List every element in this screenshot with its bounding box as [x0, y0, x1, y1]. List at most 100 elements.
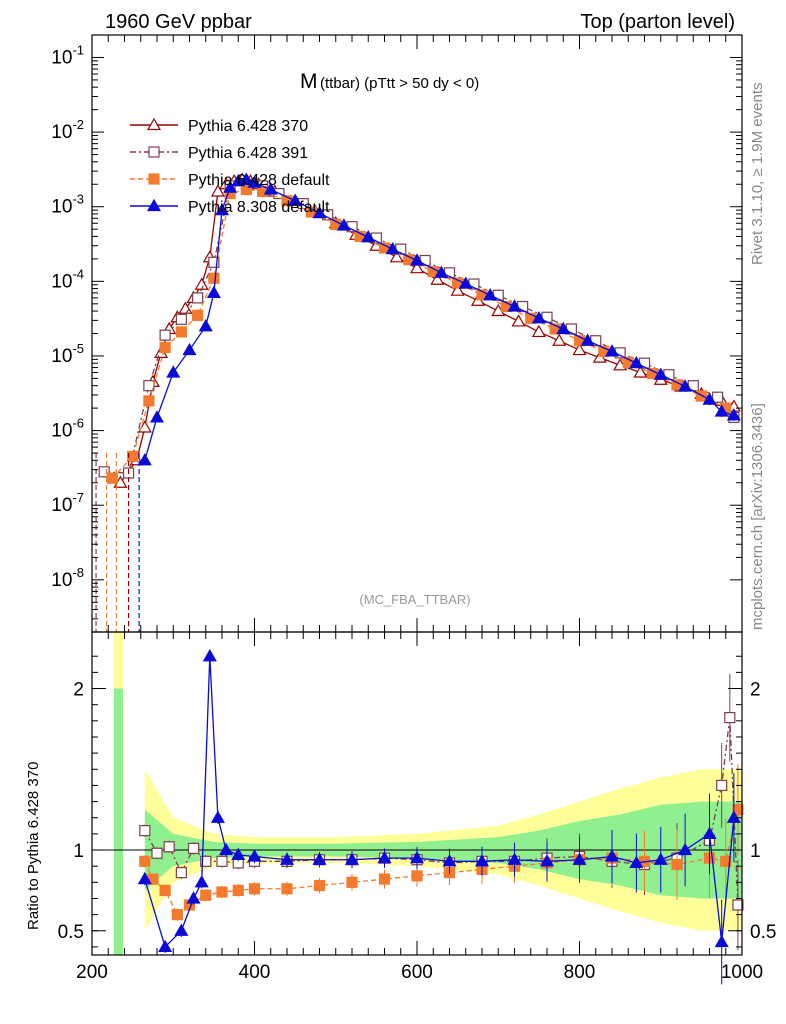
main-point: [288, 193, 303, 206]
main-point: [458, 276, 473, 289]
rivet-label: Rivet 3.1.10, ≥ 1.9M events: [749, 83, 766, 266]
ratio-point: [281, 883, 293, 895]
main-y-tick-exponent: -2: [72, 117, 84, 132]
ratio-point: [159, 884, 171, 897]
ratio-y-tick-label: 2: [73, 680, 84, 701]
main-point: [712, 391, 724, 403]
main-point: [166, 365, 181, 378]
main-y-tick-exponent: -1: [72, 42, 84, 57]
main-y-tick-exponent: -8: [72, 565, 84, 580]
main-point: [653, 367, 668, 380]
legend-marker: [146, 198, 162, 212]
main-point: [389, 250, 404, 263]
ratio-point: [151, 847, 163, 859]
main-point: [263, 182, 278, 195]
main-y-tick-label: 10-4: [51, 266, 84, 292]
main-point: [106, 472, 118, 484]
x-tick-label: 800: [564, 962, 596, 983]
legend-marker: [148, 173, 160, 185]
legend-label: Pythia 8.308 default: [188, 199, 330, 216]
ratio-point: [163, 841, 175, 853]
main-point: [604, 344, 620, 357]
ratio-point: [732, 899, 744, 911]
main-point: [159, 341, 171, 354]
ratio-y-tick-label-right: 0.5: [750, 922, 776, 943]
ratio-y-label: Ratio to Pythia 6.428 370: [25, 762, 42, 930]
main-series-3: [106, 183, 732, 484]
main-point: [208, 256, 220, 268]
main-point: [726, 408, 741, 421]
main-point: [149, 410, 165, 423]
main-point: [409, 253, 425, 266]
x-tick-label: 600: [401, 962, 433, 983]
header-right: Top (parton level): [580, 11, 735, 33]
ratio-point: [210, 810, 225, 823]
ratio-series-3: [137, 649, 741, 985]
ratio-point: [174, 923, 189, 936]
main-series-line: [144, 179, 735, 461]
ratio-point: [313, 879, 326, 892]
main-point: [531, 324, 546, 338]
main-point: [511, 314, 526, 327]
ratio-point: [653, 852, 668, 865]
main-series-4: [137, 172, 741, 466]
ratio-point: [732, 804, 744, 816]
plot-title-sub: (ttbar) (pTtt > 50 dy < 0): [320, 75, 479, 92]
main-y-tick-label: 10-3: [51, 192, 84, 218]
main-point: [192, 292, 204, 304]
main-point: [312, 205, 327, 219]
ratio-y-tick-label: 1: [73, 841, 84, 862]
main-series-line: [111, 188, 727, 479]
legend-marker: [146, 117, 162, 131]
main-point: [552, 333, 567, 346]
main-point: [239, 172, 254, 185]
ratio-point: [714, 934, 729, 948]
ratio-point: [186, 891, 201, 904]
ratio-point: [279, 852, 295, 865]
ratio-point: [572, 852, 587, 865]
main-point: [198, 319, 213, 332]
main-y-tick-exponent: -5: [72, 341, 84, 356]
ratio-y-tick-label-right: 2: [750, 680, 761, 701]
ratio-point: [604, 849, 620, 862]
main-y-tick-label: 10-2: [51, 117, 84, 143]
main-point: [572, 342, 587, 356]
legend-label: Pythia 6.428 370: [188, 118, 308, 135]
main-point: [137, 453, 152, 466]
main-point: [98, 466, 110, 478]
main-series-line: [104, 183, 735, 474]
ratio-point: [187, 842, 200, 855]
main-point: [175, 313, 187, 325]
main-point: [507, 299, 522, 312]
main-point: [531, 311, 546, 324]
main-point: [702, 392, 717, 405]
ratio-y-tick-label: 0.5: [58, 922, 84, 943]
main-point: [434, 265, 449, 278]
main-point: [223, 180, 238, 193]
main-point: [361, 230, 376, 243]
ratio-point: [232, 884, 244, 897]
ratio-point: [377, 850, 392, 864]
ratio-point: [194, 875, 209, 888]
analysis-label: (MC_FBA_TTBAR): [359, 592, 470, 607]
ratio-point: [409, 850, 425, 864]
main-point: [159, 329, 171, 341]
ratio-point: [200, 889, 212, 901]
main-point: [556, 321, 571, 335]
mcplots-label: mcplots.cern.ch [arXiv:1306.3436]: [749, 403, 766, 630]
main-y-tick-exponent: -4: [72, 266, 84, 281]
main-y-tick-exponent: -3: [72, 192, 84, 207]
ratio-point: [219, 842, 234, 856]
main-y-tick-label: 10-7: [51, 490, 84, 516]
main-point: [409, 260, 425, 274]
ratio-point: [171, 909, 183, 921]
ratio-point: [726, 810, 741, 823]
ratio-point: [678, 842, 693, 856]
ratio-point: [507, 852, 522, 865]
ratio-point: [248, 883, 261, 895]
ratio-point: [202, 649, 217, 662]
ratio-point: [702, 826, 717, 839]
ratio-point: [720, 855, 732, 867]
ratio-point: [411, 870, 423, 882]
main-point: [629, 355, 644, 369]
